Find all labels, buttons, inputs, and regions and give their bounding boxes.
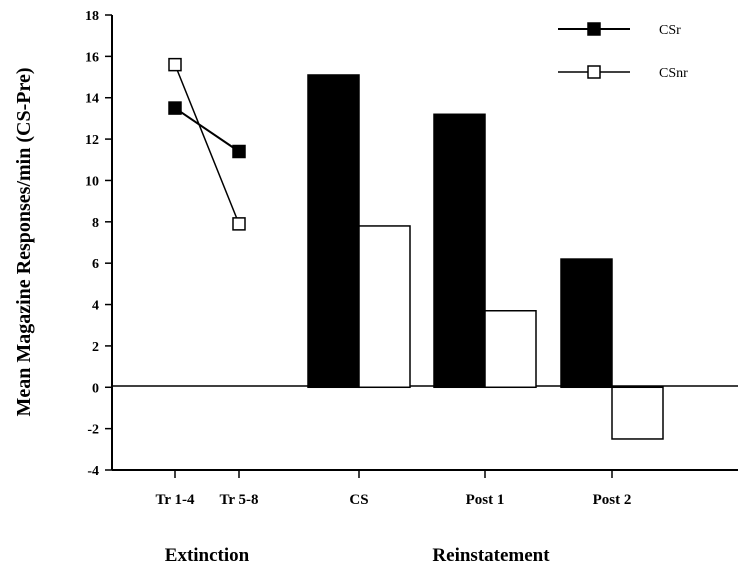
legend-marker-csr [587,22,601,36]
bars [307,74,664,440]
legend-label-csnr: CSnr [659,66,688,81]
point-csr-2 [232,144,246,159]
bar-csnr-cs [358,225,411,389]
legend: CSr CSnr [558,22,688,81]
x-tick-label: Post 1 [466,492,505,508]
point-csr-1 [168,101,182,115]
group-label-extinction: Extinction [165,545,250,566]
y-tick-label: 4 [92,299,99,314]
y-tick-label: 10 [85,174,99,189]
point-csnr-1 [168,57,182,72]
x-tick-label: Post 2 [593,492,632,508]
y-tick-label: 18 [85,9,99,24]
bar-csr-cs [307,74,360,389]
y-tick-label: 8 [92,216,99,231]
line-csnr [174,64,240,225]
x-ticks: Tr 1-4 Tr 5-8 CS Post 1 Post 2 [155,470,631,508]
y-tick-label: 14 [85,92,99,107]
y-tick-label: 16 [85,50,99,65]
y-tick-label: 0 [92,381,99,396]
bar-csnr-post-1 [484,310,537,389]
y-tick-label: -4 [87,464,99,479]
axes [111,15,738,471]
legend-label-csr: CSr [659,23,681,38]
x-tick-label: Tr 1-4 [155,492,195,508]
lines [174,64,240,225]
y-tick-label: 12 [85,133,99,148]
y-tick-label: -2 [87,423,99,438]
bar-csnr-post-2 [611,386,664,440]
y-tick-label: 2 [92,340,99,355]
group-label-reinstatement: Reinstatement [432,545,550,566]
y-tick-label: 6 [92,257,99,272]
points [168,57,246,231]
x-tick-label: CS [349,492,368,508]
x-tick-label: Tr 5-8 [219,492,258,508]
legend-marker-csnr [587,65,601,79]
y-ticks: -4 -2 0 2 4 6 8 10 12 14 16 18 [85,9,112,479]
line-csr [174,107,240,153]
point-csnr-2 [232,217,246,231]
bar-csr-post-2 [560,258,613,389]
bar-csr-post-1 [433,113,486,389]
y-axis-label: Mean Magazine Responses/min (CS-Pre) [13,67,35,416]
